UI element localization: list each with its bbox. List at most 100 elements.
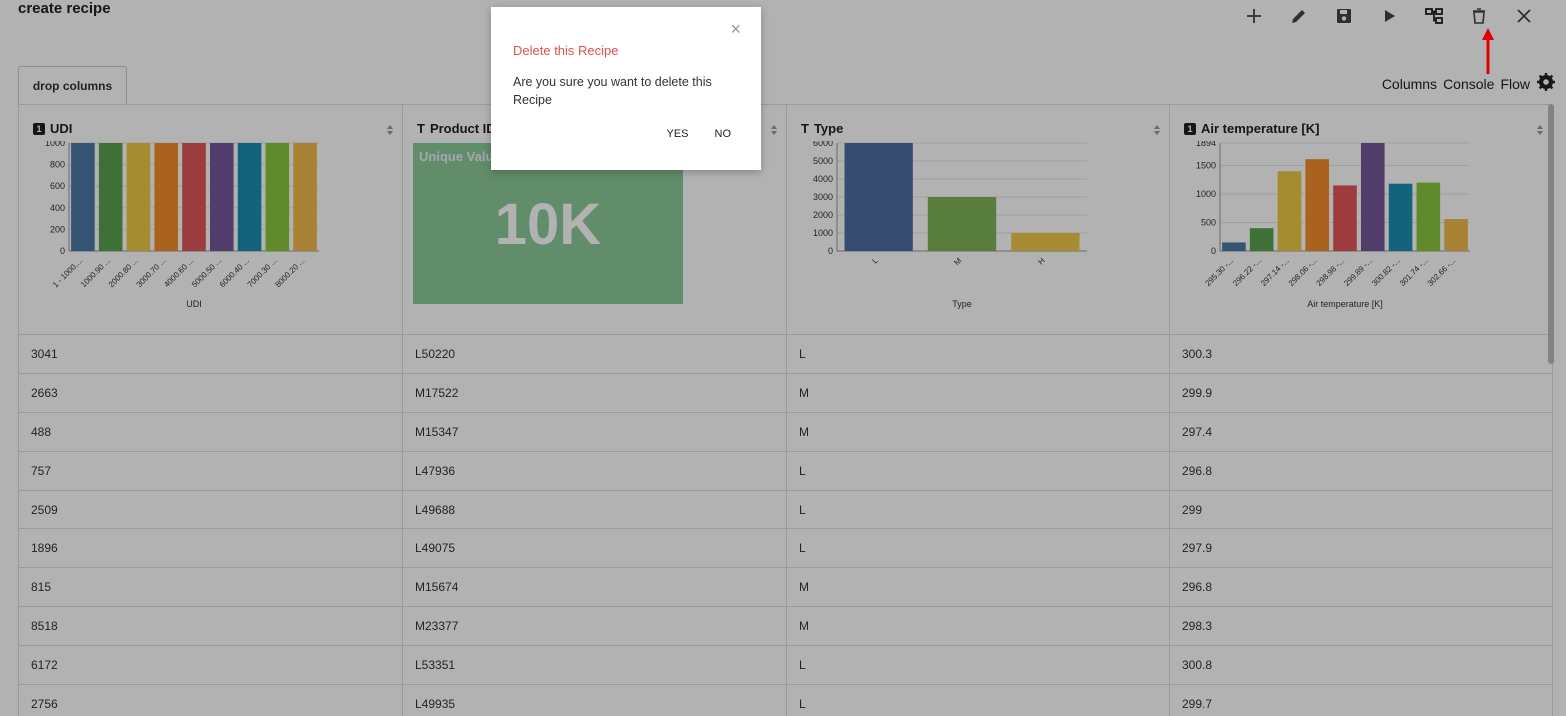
table-cell[interactable]: L xyxy=(787,491,1169,530)
table-cell[interactable]: 299 xyxy=(1170,491,1552,530)
column-udi: 1 UDI 0 200 400 600 800 1000 1 - 1000.... 1000.9… xyxy=(19,105,403,716)
bar xyxy=(1444,219,1468,251)
play-icon[interactable] xyxy=(1366,4,1411,28)
table-cell[interactable]: L xyxy=(787,646,1169,686)
table-cell[interactable]: 297.9 xyxy=(1170,529,1552,569)
table-cell[interactable]: 2509 xyxy=(19,491,402,530)
flow-tree-icon[interactable] xyxy=(1411,4,1456,28)
bar xyxy=(265,143,290,251)
table-cell[interactable]: L xyxy=(787,529,1169,569)
y-tick-label: 600 xyxy=(50,181,65,191)
table-cell[interactable]: M xyxy=(787,374,1169,413)
type-bar-chart: 0 1000 2000 3000 4000 5000 6000 L M H Type xyxy=(813,141,1087,309)
no-button[interactable]: NO xyxy=(714,128,732,140)
table-cell[interactable]: 6172 xyxy=(19,646,402,686)
table-cell[interactable]: 8518 xyxy=(19,607,402,647)
table-cell[interactable]: L xyxy=(787,335,1169,374)
bar xyxy=(154,143,179,251)
table-cell[interactable]: 296.8 xyxy=(1170,452,1552,491)
table-cell[interactable]: 3041 xyxy=(19,335,402,374)
bar xyxy=(1333,185,1357,251)
bar xyxy=(1011,232,1080,251)
y-tick-label: 1000 xyxy=(813,228,833,238)
delete-recipe-dialog: × Delete this Recipe Are you sure you wa… xyxy=(491,7,761,170)
bar xyxy=(1222,242,1246,251)
table-cell[interactable]: M17522 xyxy=(403,374,786,413)
table-cell[interactable]: M15347 xyxy=(403,413,786,452)
x-axis-label: Type xyxy=(952,299,972,309)
table-cell[interactable]: M15674 xyxy=(403,568,786,608)
yes-button[interactable]: YES xyxy=(666,128,689,140)
table-cell[interactable]: M xyxy=(787,413,1169,452)
table-cell[interactable]: L49935 xyxy=(403,685,786,716)
y-tick-label: 1894 xyxy=(1196,141,1216,148)
table-cell[interactable]: 296.8 xyxy=(1170,568,1552,608)
bar xyxy=(293,143,317,251)
text-type-icon: T xyxy=(801,121,809,136)
table-cell[interactable]: 300.8 xyxy=(1170,646,1552,686)
sort-icon[interactable] xyxy=(386,124,394,136)
view-links: Columns Console Flow xyxy=(1382,72,1556,95)
bar xyxy=(1388,183,1413,251)
console-link[interactable]: Console xyxy=(1443,75,1495,92)
table-cell[interactable]: L xyxy=(787,452,1169,491)
table-cell[interactable]: L xyxy=(787,685,1169,716)
sort-icon[interactable] xyxy=(1153,124,1161,136)
sort-icon[interactable] xyxy=(1536,124,1544,136)
table-cell[interactable]: 815 xyxy=(19,568,402,608)
table-cell[interactable]: 298.3 xyxy=(1170,607,1552,647)
dialog-title: Delete this Recipe xyxy=(513,43,619,58)
vertical-scrollbar[interactable] xyxy=(1548,104,1554,364)
close-icon[interactable] xyxy=(1501,4,1546,28)
numeric-type-icon: 1 xyxy=(33,122,45,135)
table-cell[interactable]: L50220 xyxy=(403,335,786,374)
numeric-type-icon: 1 xyxy=(1184,122,1196,135)
save-icon[interactable] xyxy=(1321,4,1366,28)
table-cell[interactable]: L49075 xyxy=(403,529,786,569)
table-cell[interactable]: 2756 xyxy=(19,685,402,716)
plus-icon[interactable] xyxy=(1231,4,1276,28)
bar xyxy=(126,143,151,251)
bar xyxy=(1277,171,1302,251)
table-cell[interactable]: 2663 xyxy=(19,374,402,413)
column-name: Air temperature [K] xyxy=(1201,121,1320,136)
table-cell[interactable]: M xyxy=(787,568,1169,608)
table-cell[interactable]: 299.7 xyxy=(1170,685,1552,716)
flow-link[interactable]: Flow xyxy=(1500,75,1530,92)
pencil-icon[interactable] xyxy=(1276,4,1321,28)
y-tick-label: 3000 xyxy=(813,192,833,202)
columns-link[interactable]: Columns xyxy=(1381,75,1438,92)
table-cell[interactable]: 1896 xyxy=(19,529,402,569)
x-tick-label: L xyxy=(871,256,881,266)
toolbar xyxy=(1231,4,1546,28)
table-cell[interactable]: L49688 xyxy=(403,491,786,530)
table-cell[interactable]: 488 xyxy=(19,413,402,452)
red-arrow-annotation xyxy=(1482,28,1494,74)
table-cell[interactable]: 299.9 xyxy=(1170,374,1552,413)
table-cell[interactable]: M xyxy=(787,607,1169,647)
column-header[interactable]: 1 UDI 0 200 400 600 800 1000 1 - 1000.... 1000.9… xyxy=(19,105,402,335)
column-header[interactable]: T Type 0 1000 2000 3000 4000 5000 6000 L M H Type xyxy=(787,105,1169,335)
tab-drop-columns[interactable]: drop columns xyxy=(18,66,127,104)
table-cell[interactable]: L53351 xyxy=(403,646,786,686)
sort-icon[interactable] xyxy=(770,124,778,136)
table-cell[interactable]: L47936 xyxy=(403,452,786,491)
y-tick-label: 2000 xyxy=(813,210,833,220)
y-tick-label: 500 xyxy=(1201,217,1216,227)
bar xyxy=(1249,228,1274,251)
trash-icon[interactable] xyxy=(1456,4,1501,28)
table-cell[interactable]: 757 xyxy=(19,452,402,491)
y-tick-label: 1500 xyxy=(1196,160,1216,170)
y-tick-label: 0 xyxy=(60,246,65,256)
column-header[interactable]: 1 Air temperature [K] 0 500 1000 1500 1894 295… xyxy=(1170,105,1552,335)
column-air-temperature: 1 Air temperature [K] 0 500 1000 1500 1894 295… xyxy=(1170,105,1553,716)
column-name: Product ID xyxy=(429,121,496,136)
table-cell[interactable]: 297.4 xyxy=(1170,413,1552,452)
table-cell[interactable]: M23377 xyxy=(403,607,786,647)
gear-icon[interactable] xyxy=(1536,72,1556,95)
close-icon[interactable]: × xyxy=(730,19,741,39)
table-cell[interactable]: 300.3 xyxy=(1170,335,1552,374)
